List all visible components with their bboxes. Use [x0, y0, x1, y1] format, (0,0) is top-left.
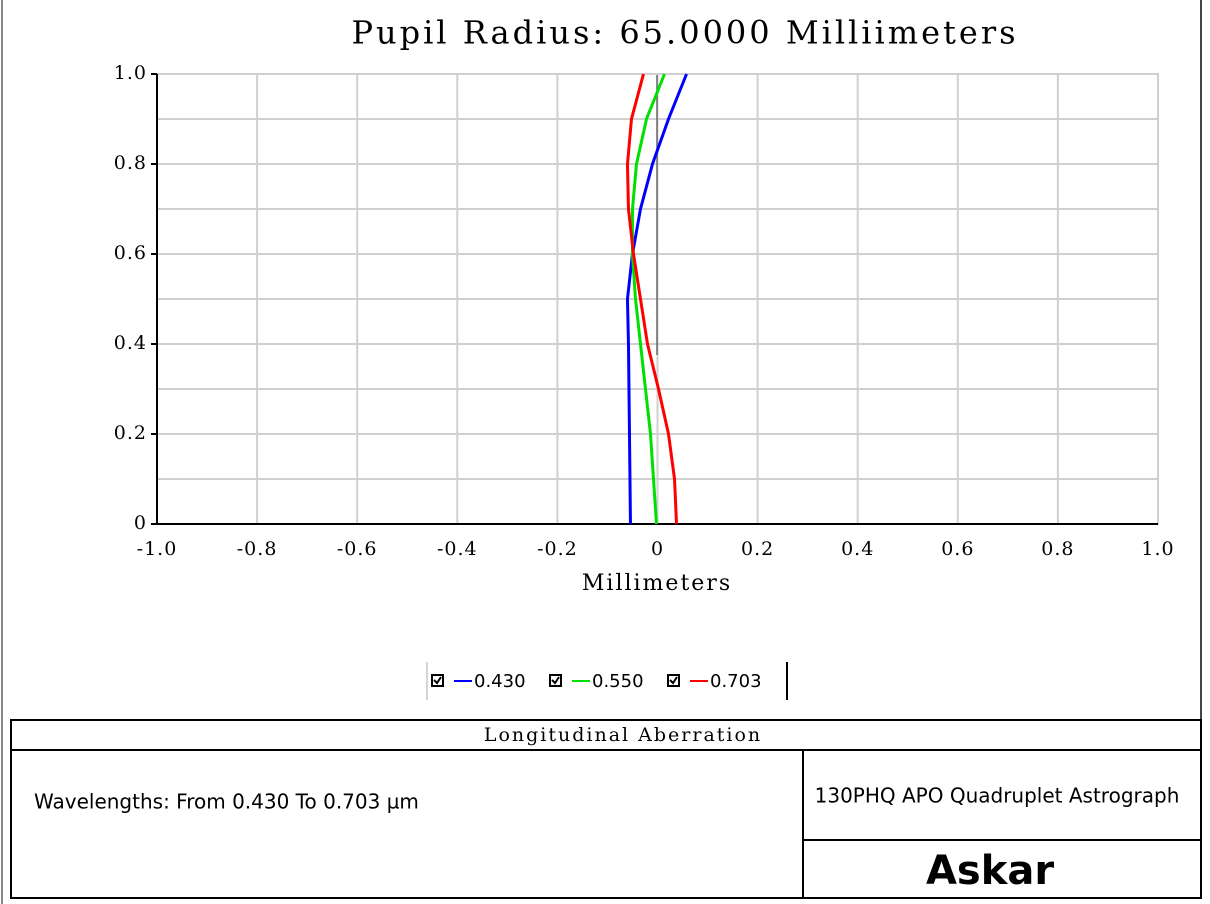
x-tick-label: 0	[651, 538, 664, 560]
legend-label: 0.550	[592, 671, 644, 692]
legend-check	[669, 676, 678, 685]
y-tick-label: 0.6	[114, 242, 147, 264]
footer-table	[10, 719, 1202, 899]
legend-items: 0.430 0.550 0.703	[431, 671, 762, 692]
x-tick-label: -1.0	[137, 538, 178, 560]
series-line	[625, 73, 688, 525]
y-tick-label: 0.8	[114, 152, 147, 174]
x-tick-label: -0.2	[537, 538, 578, 560]
x-tick-label: 0.8	[1041, 538, 1074, 560]
series-line	[625, 73, 679, 525]
y-tick-label: 0.2	[114, 422, 147, 444]
legend-label: 0.703	[710, 671, 762, 692]
legend-check	[551, 676, 560, 685]
legend	[427, 662, 787, 700]
x-tick-label: 1.0	[1141, 538, 1174, 560]
y-tick-label: 0	[134, 512, 147, 534]
system-name: 130PHQ APO Quadruplet Astrograph	[815, 784, 1180, 808]
x-tick-label: 0.4	[841, 538, 874, 560]
x-tick-label: -0.6	[337, 538, 378, 560]
plot-name: Longitudinal Aberration	[484, 724, 762, 746]
x-tick-label: 0.2	[741, 538, 774, 560]
x-axis-label: Millimeters	[582, 571, 732, 596]
brand-logo: Askar	[926, 848, 1054, 894]
y-tick-label: 1.0	[114, 62, 147, 84]
x-tick-label: -0.8	[237, 538, 278, 560]
y-tick-label: 0.4	[114, 332, 147, 354]
legend-label: 0.430	[474, 671, 526, 692]
chart-title: Pupil Radius: 65.0000 Milliimeters	[351, 14, 1018, 52]
x-tick-label: 0.6	[941, 538, 974, 560]
x-tick-label: -0.4	[437, 538, 478, 560]
legend-check	[433, 676, 442, 685]
wavelengths: Wavelengths: From 0.430 To 0.703 µm	[34, 790, 419, 814]
series-line	[630, 73, 666, 525]
